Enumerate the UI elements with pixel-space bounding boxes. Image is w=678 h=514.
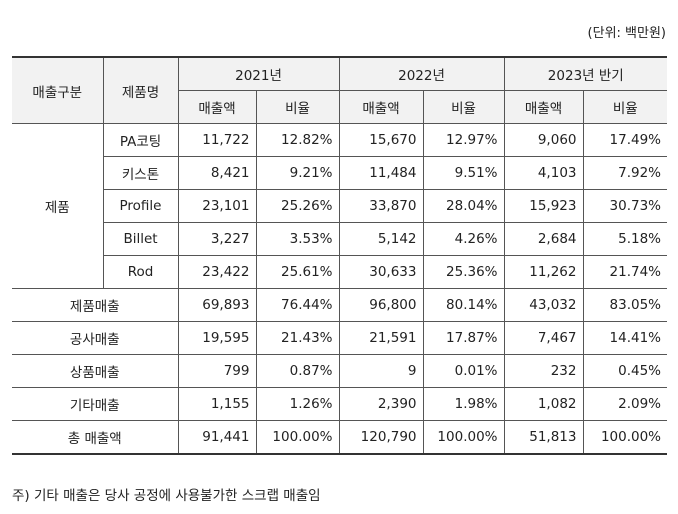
unit-label: (단위: 백만원)	[587, 26, 666, 41]
sales-cell: 15,923	[503, 189, 584, 223]
sales-cell: 11,262	[503, 255, 584, 289]
ratio-cell: 0.01%	[422, 354, 505, 388]
ratio-cell: 0.87%	[255, 354, 340, 388]
sales-cell: 8,421	[177, 156, 257, 190]
header-sales: 매출액	[338, 90, 424, 124]
sales-cell: 23,422	[177, 255, 257, 289]
sales-table: 매출구분 제품명 2021년 2022년 2023년 반기 매출액 비율 매출액…	[12, 56, 668, 455]
sales-cell: 30,633	[338, 255, 424, 289]
product-row: 키스톤 8,421 9.21% 11,484 9.51% 4,103 7.92%	[12, 156, 668, 190]
sales-cell: 91,441	[177, 420, 257, 455]
sales-cell: 51,813	[503, 420, 584, 455]
ratio-cell: 12.97%	[422, 123, 505, 157]
ratio-cell: 83.05%	[582, 288, 668, 322]
product-row: Rod 23,422 25.61% 30,633 25.36% 11,262 21.74%	[12, 255, 668, 289]
summary-label: 공사매출	[12, 321, 179, 355]
summary-label: 기타매출	[12, 387, 179, 421]
ratio-cell: 9.21%	[255, 156, 340, 190]
ratio-cell: 21.74%	[582, 255, 668, 289]
sales-cell: 5,142	[338, 222, 424, 256]
header-ratio: 비율	[255, 90, 340, 124]
footnote: 주) 기타 매출은 당사 공정에 사용불가한 스크랩 매출임	[12, 488, 321, 504]
ratio-cell: 17.87%	[422, 321, 505, 355]
product-name: Rod	[103, 255, 179, 289]
ratio-cell: 25.36%	[422, 255, 505, 289]
product-row: 제품 PA코팅 11,722 12.82% 15,670 12.97% 9,060 17.49…	[12, 123, 668, 289]
sales-cell: 120,790	[338, 420, 424, 455]
sales-cell: 69,893	[177, 288, 257, 322]
summary-label: 총 매출액	[12, 420, 179, 455]
sales-cell: 1,082	[503, 387, 584, 421]
sales-cell: 2,390	[338, 387, 424, 421]
header-product: 제품명	[102, 56, 179, 124]
summary-label: 제품매출	[12, 288, 179, 322]
header-year-2023-half: 2023년 반기	[503, 56, 668, 91]
sales-cell: 15,670	[338, 123, 424, 157]
product-row: Profile 23,101 25.26% 33,870 28.04% 15,923 30.…	[12, 189, 668, 223]
product-name: Profile	[103, 189, 179, 223]
ratio-cell: 80.14%	[422, 288, 505, 322]
ratio-cell: 4.26%	[422, 222, 505, 256]
sales-cell: 3,227	[177, 222, 257, 256]
sales-cell: 2,684	[503, 222, 584, 256]
ratio-cell: 21.43%	[255, 321, 340, 355]
ratio-cell: 76.44%	[255, 288, 340, 322]
ratio-cell: 25.26%	[255, 189, 340, 223]
ratio-cell: 14.41%	[582, 321, 668, 355]
ratio-cell: 9.51%	[422, 156, 505, 190]
ratio-cell: 3.53%	[255, 222, 340, 256]
ratio-cell: 17.49%	[582, 123, 668, 157]
summary-row: 기타매출 1,155 1.26% 2,390 1.98% 1,082 2.09%	[12, 387, 668, 421]
ratio-cell: 0.45%	[582, 354, 668, 388]
header-year-2021: 2021년	[177, 56, 340, 91]
sales-cell: 11,722	[177, 123, 257, 157]
header-ratio: 비율	[582, 90, 668, 124]
ratio-cell: 100.00%	[255, 420, 340, 455]
ratio-cell: 1.26%	[255, 387, 340, 421]
ratio-cell: 7.92%	[582, 156, 668, 190]
summary-row: 상품매출 799 0.87% 9 0.01% 232 0.45%	[12, 354, 668, 388]
sales-cell: 9,060	[503, 123, 584, 157]
ratio-cell: 1.98%	[422, 387, 505, 421]
sales-cell: 33,870	[338, 189, 424, 223]
ratio-cell: 12.82%	[255, 123, 340, 157]
sales-cell: 21,591	[338, 321, 424, 355]
summary-row: 공사매출 19,595 21.43% 21,591 17.87% 7,467 14.41%	[12, 321, 668, 355]
ratio-cell: 100.00%	[582, 420, 668, 455]
header-sales: 매출액	[503, 90, 584, 124]
header-sales: 매출액	[178, 90, 257, 124]
sales-cell: 11,484	[338, 156, 424, 190]
ratio-cell: 100.00%	[422, 420, 505, 455]
summary-row: 총 매출액 91,441 100.00% 120,790 100.00% 51,813 10…	[12, 420, 668, 455]
ratio-cell: 2.09%	[582, 387, 668, 421]
sales-cell: 1,155	[177, 387, 257, 421]
sales-cell: 9	[338, 354, 424, 388]
product-name: 키스톤	[103, 156, 179, 190]
ratio-cell: 5.18%	[582, 222, 668, 256]
sales-cell: 4,103	[503, 156, 584, 190]
header-year-2022: 2022년	[338, 56, 505, 91]
sales-cell: 43,032	[503, 288, 584, 322]
sales-cell: 23,101	[177, 189, 257, 223]
sales-cell: 799	[177, 354, 257, 388]
product-name: Billet	[103, 222, 179, 256]
category-product-group: 제품	[12, 123, 104, 289]
header-ratio: 비율	[422, 90, 505, 124]
sales-cell: 96,800	[338, 288, 424, 322]
product-row: Billet 3,227 3.53% 5,142 4.26% 2,684 5.18%	[12, 222, 668, 256]
ratio-cell: 30.73%	[582, 189, 668, 223]
sales-cell: 19,595	[177, 321, 257, 355]
sales-cell: 7,467	[503, 321, 584, 355]
summary-label: 상품매출	[12, 354, 179, 388]
header-row-years: 매출구분 제품명 2021년 2022년 2023년 반기	[12, 56, 668, 124]
summary-row: 제품매출 69,893 76.44% 96,800 80.14% 43,032 83.05%	[12, 288, 668, 322]
ratio-cell: 25.61%	[255, 255, 340, 289]
header-category: 매출구분	[12, 56, 104, 124]
ratio-cell: 28.04%	[422, 189, 505, 223]
product-name: PA코팅	[102, 123, 179, 157]
sales-cell: 232	[503, 354, 584, 388]
